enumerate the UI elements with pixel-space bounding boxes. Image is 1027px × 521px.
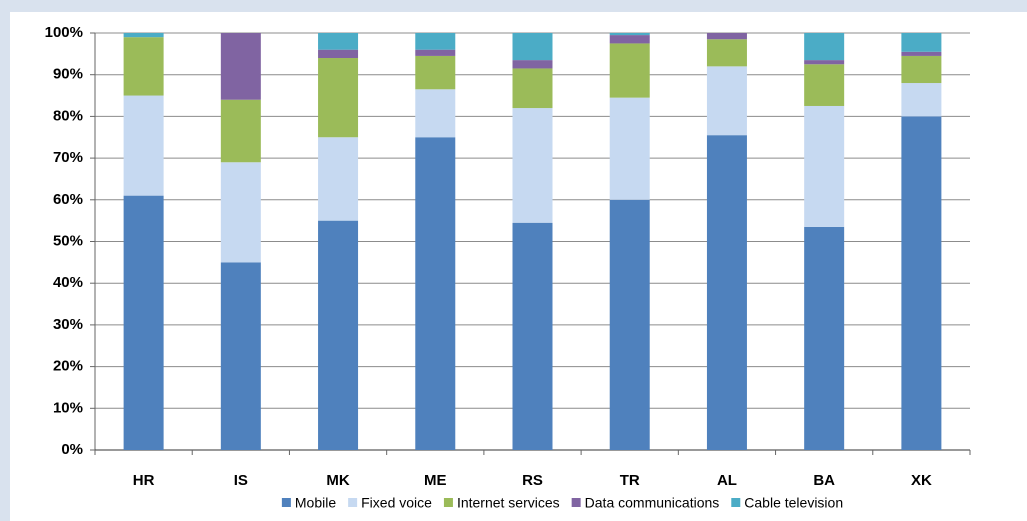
bar-segment (512, 108, 553, 223)
y-tick-label: 0% (61, 441, 83, 458)
x-tick-label: ME (424, 472, 447, 489)
bar-segment (512, 222, 553, 450)
x-tick-label: TR (620, 472, 640, 489)
x-tick-label: XK (911, 472, 932, 489)
bar-segment (706, 66, 747, 136)
legend-swatch (443, 498, 453, 507)
legend-swatch (281, 498, 291, 507)
bar-segment (220, 99, 261, 163)
bar-segment (706, 135, 747, 451)
y-tick-label: 90% (53, 66, 83, 83)
bar-segment (804, 60, 845, 65)
bar-segment (901, 83, 942, 117)
bar-segment (220, 33, 261, 100)
legend-swatch (571, 498, 581, 507)
bar-segment (901, 33, 942, 52)
bar-segment (804, 64, 845, 106)
y-tick-label: 20% (53, 358, 83, 375)
legend-label: Fixed voice (361, 495, 432, 511)
y-tick-label: 100% (45, 24, 83, 41)
y-tick-label: 30% (53, 316, 83, 333)
bar-segment (609, 43, 650, 98)
bar-segment (415, 55, 456, 90)
y-tick-label: 50% (53, 232, 83, 249)
legend-label: Mobile (295, 495, 336, 511)
bar-segment (318, 137, 359, 221)
bar-segment (706, 33, 747, 40)
y-tick-label: 40% (53, 274, 83, 291)
bar-segment (123, 33, 164, 38)
legend-swatch (348, 498, 358, 507)
bar-segment (609, 33, 650, 36)
bar-segment (901, 55, 942, 84)
bar-segment (804, 226, 845, 450)
bar-segment (318, 33, 359, 50)
legend-label: Internet services (457, 495, 560, 511)
bar-segment (415, 89, 456, 138)
bar-segment (318, 220, 359, 450)
bar-segment (123, 37, 164, 96)
bar-segment (220, 262, 261, 450)
bar-segment (512, 33, 553, 61)
bar-segment (609, 199, 650, 450)
bar-segment (512, 68, 553, 109)
bar-segment (512, 60, 553, 69)
bar-segment (609, 35, 650, 44)
y-tick-label: 80% (53, 107, 83, 124)
x-tick-label: BA (813, 472, 835, 489)
y-tick-label: 10% (53, 399, 83, 416)
bar-segment (318, 58, 359, 138)
bar-segment (804, 105, 845, 227)
x-tick-label: RS (522, 472, 543, 489)
bar-segment (123, 95, 164, 196)
y-tick-label: 60% (53, 191, 83, 208)
bar-segment (415, 49, 456, 56)
x-tick-label: MK (326, 472, 349, 489)
bar-segment (318, 49, 359, 59)
legend-label: Cable television (744, 495, 843, 511)
x-tick-label: HR (133, 472, 155, 489)
bar-segment (901, 51, 942, 56)
bar-segment (706, 39, 747, 67)
bar-segment (415, 33, 456, 50)
bar-segment (123, 195, 164, 450)
legend-label: Data communications (585, 495, 720, 511)
bar-segment (220, 162, 261, 263)
legend: Mobile Fixed voice Internet services Data c… (281, 495, 843, 511)
legend-swatch (731, 498, 741, 507)
x-tick-label: IS (234, 472, 248, 489)
bar-segment (804, 33, 845, 61)
bar-segment (415, 137, 456, 450)
bar-segment (901, 116, 942, 451)
y-tick-label: 70% (53, 149, 83, 166)
x-tick-label: AL (717, 472, 737, 489)
bar-segment (609, 97, 650, 200)
